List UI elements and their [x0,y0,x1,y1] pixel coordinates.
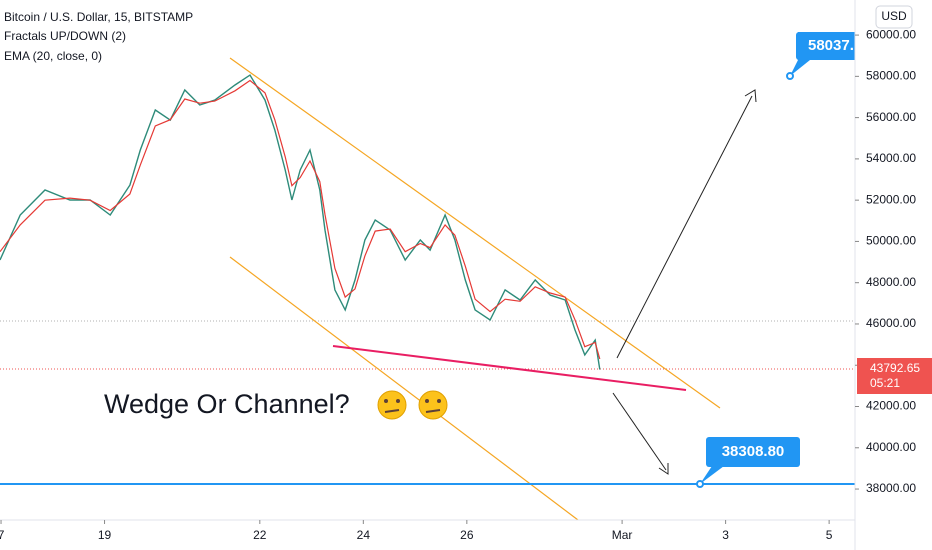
y-tick-label: 56000.00 [866,110,916,124]
series-line [0,79,601,360]
y-tick-label: 50000.00 [866,234,916,248]
time-axis [0,520,855,550]
x-tick-label: 26 [460,528,474,542]
callout-label: 38308.80 [722,443,785,460]
y-tick-label: 60000.00 [866,27,916,41]
y-tick-label: 58000.00 [866,69,916,83]
arrow-head [658,463,669,475]
callouts: 58037. 38308.80 [696,32,855,488]
callout-tail [700,466,724,484]
drawings [0,57,855,521]
callout-anchor [786,72,794,80]
x-tick-label: 3 [722,528,729,542]
y-tick-label: 52000.00 [866,192,916,206]
callout-anchor [696,480,704,488]
x-tick-label: 19 [98,528,112,542]
arrow-head [744,89,757,103]
y-tick-label: 48000.00 [866,275,916,289]
last-price-label: 43792.65 [870,361,920,375]
annotation: Wedge Or Channel? [104,389,350,419]
support-line [332,345,687,391]
series-line [0,74,601,370]
countdown-label: 05:21 [870,376,900,390]
y-tick-label: 54000.00 [866,151,916,165]
x-tick-label: 5 [826,528,833,542]
price-axis [855,0,932,550]
y-tick-label: 40000.00 [866,440,916,454]
x-tick-label: Mar [612,528,633,542]
currency-button[interactable] [875,5,913,29]
y-tick-label: 38000.00 [866,481,916,495]
arrow-up [616,95,753,359]
indicator-label: Fractals UP/DOWN (2) [4,29,126,43]
x-tick-label: 24 [357,528,371,542]
y-tick-label: 46000.00 [866,316,916,330]
x-tick-label: 22 [253,528,267,542]
channel-lower [229,256,579,521]
indicator-label: EMA (20, close, 0) [4,49,102,63]
y-tick-label: 42000.00 [866,399,916,413]
channel-upper [229,57,721,409]
arrow-down [612,392,667,471]
callout-box [796,32,855,60]
callout-label: 58037. [808,37,854,54]
emoji [377,390,448,420]
currency-label[interactable]: USD [881,9,907,23]
x-tick-label: 7 [0,528,5,542]
last-price-box [857,358,932,394]
chart-title: Bitcoin / U.S. Dollar, 15, BITSTAMP [4,10,193,24]
callout-box [706,437,800,467]
